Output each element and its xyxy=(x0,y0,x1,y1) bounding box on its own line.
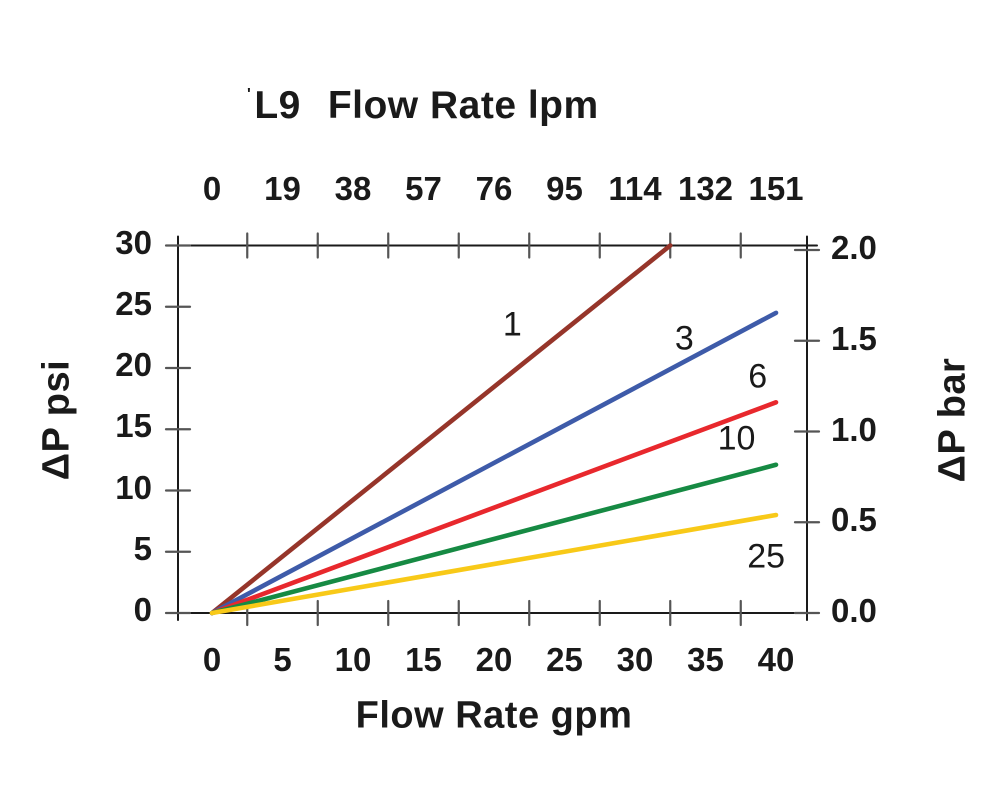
x-top-tick-label-lpm-95: 95 xyxy=(546,170,583,207)
x-tick-label-gpm-10: 10 xyxy=(334,641,372,678)
y-right-tick-label-bar-1.5: 1.5 xyxy=(831,319,877,357)
series-label-1-micron: 1 xyxy=(502,305,522,344)
series-line-6-micron xyxy=(209,399,779,616)
y-left-tick-label-psi-0: 0 xyxy=(133,591,152,628)
series-label-10-micron: 10 xyxy=(717,419,756,458)
series-label-3-micron: 3 xyxy=(674,319,694,358)
y-left-tick-label-psi-30: 30 xyxy=(115,223,152,261)
x-top-tick-label-lpm-114: 114 xyxy=(608,170,662,207)
series-label-6-micron: 6 xyxy=(748,357,768,396)
series-line-1-micron xyxy=(209,243,673,616)
x-top-tick-label-lpm-151: 151 xyxy=(748,170,804,207)
y-right-tick-label-bar-0: 0.0 xyxy=(831,592,877,629)
chart-title: ' L9 Flow Rate lpm xyxy=(247,84,599,128)
series-label-25-micron: 25 xyxy=(747,537,786,576)
series-line-10-micron xyxy=(209,462,779,616)
bottom-axis-title: Flow Rate gpm xyxy=(355,694,633,737)
x-tick-label-gpm-35: 35 xyxy=(687,641,724,678)
left-axis-title: ΔP psi xyxy=(35,359,78,481)
x-tick-label-gpm-15: 15 xyxy=(405,641,442,678)
y-left-tick-label-psi-5: 5 xyxy=(133,529,152,567)
top-axis-title: Flow Rate lpm xyxy=(327,84,599,127)
y-left-tick-label-psi-20: 20 xyxy=(115,346,152,383)
x-top-tick-label-lpm-132: 132 xyxy=(677,170,734,207)
y-right-tick-label-bar-1: 1.0 xyxy=(831,410,877,448)
x-top-tick-label-lpm-57: 57 xyxy=(405,170,442,207)
model-label: L9 xyxy=(254,84,301,127)
x-top-tick-label-lpm-0: 0 xyxy=(202,170,222,207)
x-top-tick-label-lpm-38: 38 xyxy=(334,170,372,207)
x-top-tick-label-lpm-19: 19 xyxy=(264,170,301,207)
x-tick-label-gpm-30: 30 xyxy=(616,641,654,678)
title-prefix-mark: ' xyxy=(247,86,252,103)
right-axis-title: ΔP bar xyxy=(931,357,974,483)
y-left-tick-label-psi-25: 25 xyxy=(115,284,152,322)
y-left-tick-label-psi-10: 10 xyxy=(115,468,152,506)
y-right-tick-label-bar-2: 2.0 xyxy=(831,229,877,266)
x-tick-label-gpm-25: 25 xyxy=(546,641,583,678)
series-line-25-micron xyxy=(209,512,779,616)
x-tick-label-gpm-20: 20 xyxy=(475,641,513,678)
series-line-3-micron xyxy=(209,310,779,616)
x-top-tick-label-lpm-76: 76 xyxy=(475,170,513,207)
x-tick-label-gpm-0: 0 xyxy=(202,641,222,678)
y-right-tick-label-bar-0.5: 0.5 xyxy=(831,501,877,539)
y-left-tick-label-psi-15: 15 xyxy=(115,407,152,445)
x-tick-label-gpm-5: 5 xyxy=(273,641,292,678)
x-tick-label-gpm-40: 40 xyxy=(757,641,795,678)
